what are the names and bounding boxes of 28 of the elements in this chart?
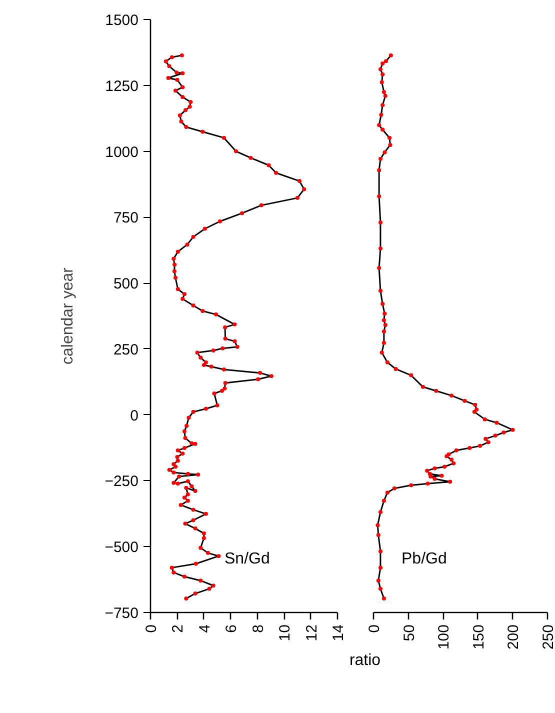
x-tick-label: 4 bbox=[196, 624, 214, 633]
series-label: Sn/Gd bbox=[224, 550, 270, 568]
x-tick-label: 12 bbox=[303, 624, 320, 642]
x-tick-label: 50 bbox=[400, 624, 418, 642]
x-tick-label: 250 bbox=[540, 624, 555, 650]
x-tick-label: 100 bbox=[436, 624, 453, 650]
y-tick-label: 0 bbox=[130, 407, 138, 424]
y-tick-label: −750 bbox=[104, 605, 139, 622]
y-tick-label: 1000 bbox=[105, 144, 139, 161]
x-axis-title: ratio bbox=[349, 651, 381, 671]
x-tick-label: 0 bbox=[143, 624, 160, 633]
x-tick-label: 0 bbox=[366, 624, 383, 633]
y-tick-label: 1500 bbox=[105, 12, 139, 29]
series-label: Pb/Gd bbox=[402, 550, 447, 568]
y-tick-label: 1250 bbox=[105, 78, 139, 95]
y-tick-label: 250 bbox=[113, 341, 139, 358]
x-tick-label: 6 bbox=[223, 624, 240, 633]
y-tick-label: −500 bbox=[104, 539, 139, 556]
x-tick-label: 10 bbox=[276, 624, 294, 642]
x-tick-label: 2 bbox=[170, 624, 187, 633]
y-tick-label: −250 bbox=[104, 473, 139, 490]
y-tick-label: 500 bbox=[113, 276, 139, 293]
y-tick-label: 750 bbox=[113, 210, 139, 227]
x-tick-label: 150 bbox=[470, 624, 488, 650]
x-tick-label: 14 bbox=[330, 624, 347, 642]
x-tick-label: 8 bbox=[250, 624, 267, 633]
y-axis-title: calendar year bbox=[60, 266, 77, 364]
x-tick-label: 200 bbox=[505, 624, 522, 650]
